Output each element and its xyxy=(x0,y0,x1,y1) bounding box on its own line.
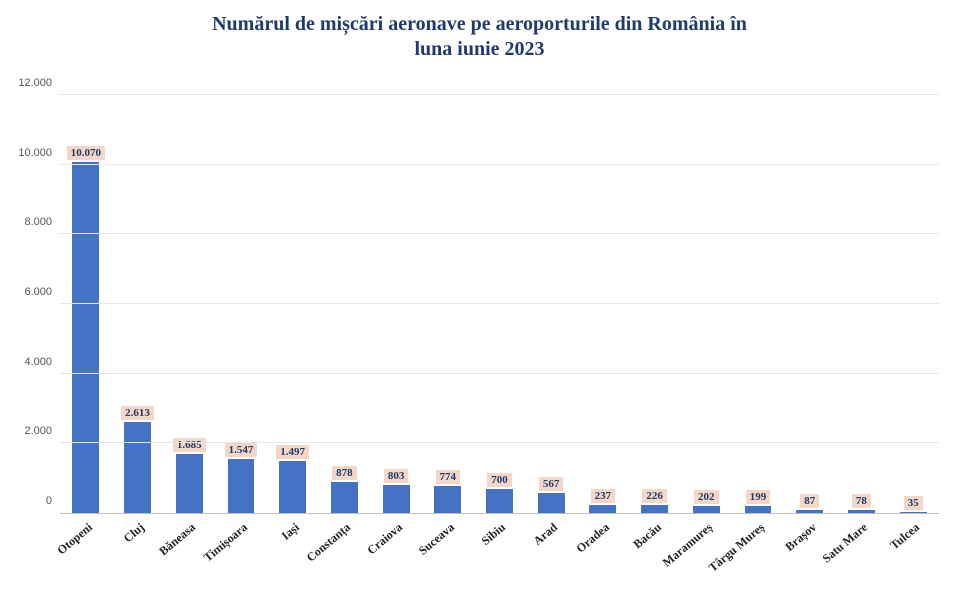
bar-rect xyxy=(124,422,151,513)
x-tick-label: Tulcea xyxy=(887,520,922,553)
bar-slot: 199 xyxy=(732,95,784,513)
gridline xyxy=(60,233,939,234)
bar-rect xyxy=(383,485,410,513)
bar-rect xyxy=(796,510,823,513)
bar-value-label: 2.613 xyxy=(121,406,154,420)
bar-slot: 10.070 xyxy=(60,95,112,513)
bar-slot: 237 xyxy=(577,95,629,513)
x-tick-label: Oradea xyxy=(573,520,612,556)
bar-slot: 1.497 xyxy=(267,95,319,513)
bar-value-label: 1.547 xyxy=(225,443,258,457)
bar-rect xyxy=(486,489,513,513)
bar-value-label: 774 xyxy=(436,470,461,484)
bars-row: 10.070 2.613 1.685 1.547 1.497 878 803 774 700 56… xyxy=(60,95,939,513)
gridline xyxy=(60,164,939,165)
bar-rect xyxy=(641,505,668,513)
bar-value-label: 78 xyxy=(852,494,871,508)
gridline xyxy=(60,373,939,374)
bar-slot: 78 xyxy=(836,95,888,513)
bar-value-label: 87 xyxy=(800,494,819,508)
x-label-slot: Târgu Mureș xyxy=(732,514,784,604)
x-tick-label: Suceava xyxy=(416,520,458,558)
bar-slot: 35 xyxy=(887,95,939,513)
bar-slot: 1.547 xyxy=(215,95,267,513)
bar-slot: 567 xyxy=(525,95,577,513)
bar-value-label: 1.497 xyxy=(276,445,309,459)
y-tick-label: 12.000 xyxy=(18,77,60,89)
y-tick-label: 0 xyxy=(46,495,60,507)
x-tick-label: Sibiu xyxy=(479,520,509,549)
gridline xyxy=(60,303,939,304)
x-label-slot: Sibiu xyxy=(474,514,526,604)
bar-value-label: 226 xyxy=(642,489,667,503)
bar-rect xyxy=(538,493,565,513)
x-tick-label: Brașov xyxy=(782,520,819,555)
x-tick-label: Otopeni xyxy=(54,520,95,558)
bar-slot: 202 xyxy=(680,95,732,513)
x-label-slot: Tulcea xyxy=(887,514,939,604)
chart-container: Numărul de mișcări aeronave pe aeroportu… xyxy=(0,0,959,604)
bar-rect xyxy=(434,486,461,513)
bar-value-label: 567 xyxy=(539,477,564,491)
bar-slot: 803 xyxy=(370,95,422,513)
bar-slot: 1.685 xyxy=(163,95,215,513)
bar-rect xyxy=(745,506,772,513)
plot-area: 10.070 2.613 1.685 1.547 1.497 878 803 774 700 56… xyxy=(60,95,939,514)
x-label-slot: Timișoara xyxy=(215,514,267,604)
bar-rect xyxy=(176,454,203,513)
x-tick-label: Iași xyxy=(278,520,302,544)
x-tick-label: Cluj xyxy=(120,520,147,546)
bar-value-label: 10.070 xyxy=(67,146,105,160)
x-label-slot: Satu Mare xyxy=(836,514,888,604)
bar-slot: 878 xyxy=(319,95,371,513)
bar-rect xyxy=(228,459,255,513)
bar-value-label: 700 xyxy=(487,473,512,487)
bar-slot: 700 xyxy=(474,95,526,513)
x-label-slot: Constanța xyxy=(319,514,371,604)
bar-value-label: 1.685 xyxy=(173,438,206,452)
x-labels-row: Otopeni Cluj Băneasa Timișoara Iași Constanța… xyxy=(60,514,939,604)
y-tick-label: 10.000 xyxy=(18,147,60,159)
gridline xyxy=(60,94,939,95)
x-tick-label: Bacău xyxy=(630,520,664,552)
bar-rect xyxy=(331,482,358,513)
bar-slot: 87 xyxy=(784,95,836,513)
bar-value-label: 878 xyxy=(332,466,357,480)
bar-value-label: 202 xyxy=(694,490,719,504)
bar-rect xyxy=(900,512,927,513)
bar-slot: 774 xyxy=(422,95,474,513)
bar-rect xyxy=(589,505,616,513)
x-label-slot: Oradea xyxy=(577,514,629,604)
chart-title: Numărul de mișcări aeronave pe aeroportu… xyxy=(0,12,959,62)
bar-value-label: 35 xyxy=(904,496,923,510)
bar-rect xyxy=(693,506,720,513)
bar-rect xyxy=(848,510,875,513)
x-tick-label: Craiova xyxy=(364,520,405,558)
bar-rect xyxy=(279,461,306,513)
x-label-slot: Arad xyxy=(525,514,577,604)
bar-rect xyxy=(72,162,99,513)
bar-slot: 2.613 xyxy=(112,95,164,513)
x-label-slot: Cluj xyxy=(112,514,164,604)
bar-slot: 226 xyxy=(629,95,681,513)
bar-value-label: 803 xyxy=(384,469,409,483)
y-tick-label: 6.000 xyxy=(24,286,60,298)
x-tick-label: Arad xyxy=(531,520,561,549)
gridline xyxy=(60,442,939,443)
x-tick-label: Băneasa xyxy=(157,520,199,559)
x-label-slot: Otopeni xyxy=(60,514,112,604)
y-tick-label: 4.000 xyxy=(24,356,60,368)
y-tick-label: 8.000 xyxy=(24,216,60,228)
x-label-slot: Craiova xyxy=(370,514,422,604)
x-label-slot: Suceava xyxy=(422,514,474,604)
y-tick-label: 2.000 xyxy=(24,425,60,437)
bar-value-label: 199 xyxy=(746,490,771,504)
bar-value-label: 237 xyxy=(591,489,616,503)
